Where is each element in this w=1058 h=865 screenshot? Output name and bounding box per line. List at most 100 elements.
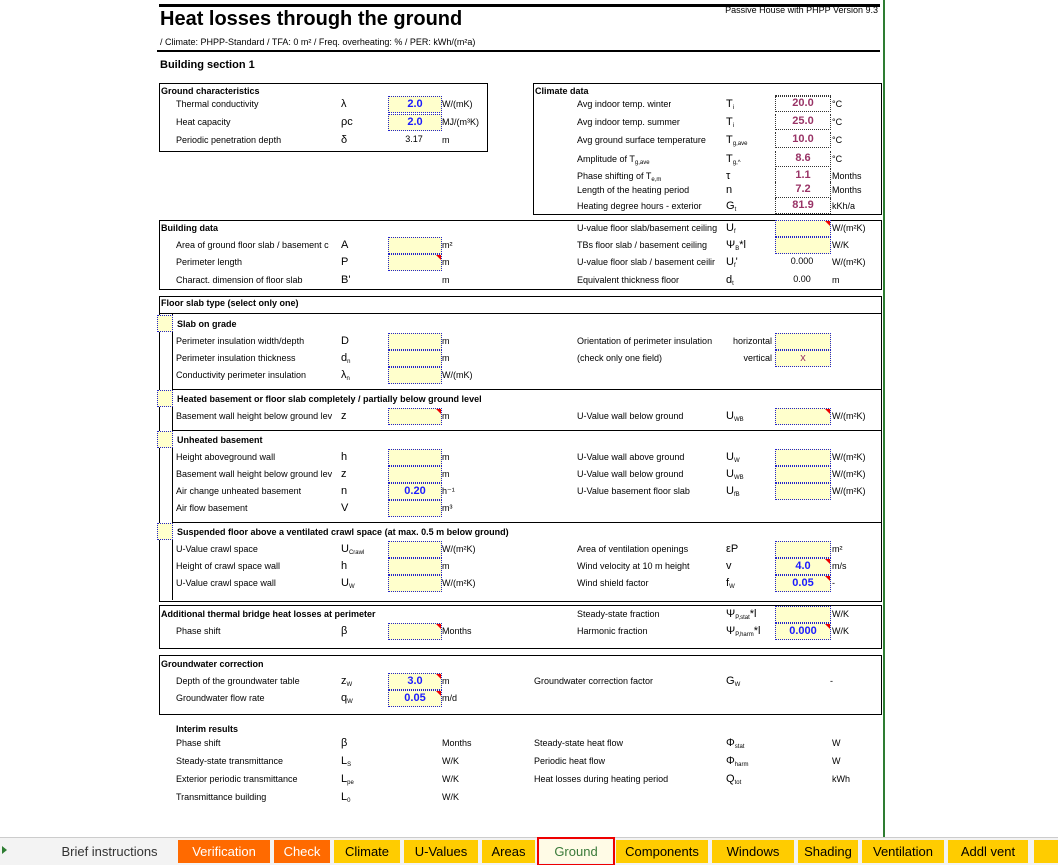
input-cell[interactable]: [388, 575, 442, 592]
input-cell[interactable]: x: [775, 350, 831, 367]
input-cell[interactable]: [775, 449, 831, 466]
symbol: GW: [726, 673, 740, 689]
input-cell[interactable]: [775, 237, 831, 254]
input-cell[interactable]: [388, 367, 442, 384]
input-cell[interactable]: [775, 466, 831, 483]
input-cell[interactable]: 0.05: [388, 690, 442, 707]
sheet-tab-components[interactable]: Components: [616, 840, 708, 863]
unit-label: W/(m²K): [832, 257, 866, 267]
unit-label: W/(m²K): [832, 452, 866, 462]
symbol: Φstat: [726, 735, 744, 751]
symbol-text: Q: [726, 773, 735, 785]
label-text: Groundwater flow rate: [176, 693, 265, 703]
unit-label: W/K: [832, 609, 849, 619]
input-cell[interactable]: 0.20: [388, 483, 442, 500]
input-cell[interactable]: [775, 541, 831, 558]
sheet-tab-addl-vent[interactable]: Addl vent: [948, 840, 1028, 863]
field-label: Phase shift: [176, 735, 221, 751]
unit-label: W/(m²K): [832, 486, 866, 496]
sheet-right-border: [883, 0, 885, 837]
symbol-text: Ψ: [726, 239, 736, 251]
sheet-tab-partial[interactable]: [1034, 840, 1058, 863]
unit-label: °C: [832, 117, 843, 127]
unit-label: W/K: [442, 774, 459, 784]
field-label: U-value floor slab/basement ceiling: [577, 220, 717, 236]
input-cell[interactable]: [388, 558, 442, 575]
label-text: Heat losses during heating period: [534, 774, 669, 784]
symbol: B': [341, 272, 350, 288]
field-label: Phase shift: [176, 623, 221, 639]
scroll-tabs-arrow-icon[interactable]: [2, 846, 7, 854]
unit-label: m: [442, 469, 450, 479]
symbol: v: [726, 558, 732, 574]
input-cell[interactable]: [388, 466, 442, 483]
label-text: U-value floor slab/basement ceiling: [577, 223, 718, 233]
symbol: εP: [726, 541, 738, 557]
sheet-tab-shading[interactable]: Shading: [798, 840, 858, 863]
value-cell: 3.17: [405, 134, 423, 144]
input-cell[interactable]: 2.0: [388, 114, 442, 131]
field-label: Periodic heat flow: [534, 753, 605, 769]
heated-basement-title: Heated basement or floor slab completely…: [177, 394, 482, 404]
field-label: Periodic penetration depth: [176, 132, 281, 148]
symbol-subscript: Crawl: [348, 550, 365, 556]
unit-label: m: [442, 411, 450, 421]
symbol-subscript: pe: [347, 780, 354, 786]
label-text: Phase shifting of T: [577, 171, 652, 181]
sheet-tab-brief-instructions[interactable]: Brief instructions: [47, 840, 172, 863]
input-cell[interactable]: [775, 408, 831, 425]
symbol-text: L: [341, 755, 348, 767]
value-cell: 81.9: [775, 198, 831, 214]
sheet-tab-check[interactable]: Check: [274, 840, 330, 863]
input-cell[interactable]: [388, 449, 442, 466]
input-cell[interactable]: 0.000: [775, 623, 831, 640]
input-cell[interactable]: 0.05: [775, 575, 831, 592]
input-cell[interactable]: [775, 220, 831, 237]
label-text: Perimeter insulation width/depth: [176, 336, 305, 346]
label-text: Area of ground floor slab / basement c: [176, 240, 329, 250]
input-cell[interactable]: 4.0: [775, 558, 831, 575]
symbol-suffix: *l: [753, 625, 761, 637]
page-title: Heat losses through the ground: [160, 8, 463, 30]
input-cell[interactable]: [388, 350, 442, 367]
section-select-checkbox[interactable]: [157, 390, 173, 407]
symbol-subscript: W: [346, 682, 353, 688]
sheet-tab-areas[interactable]: Areas: [482, 840, 535, 863]
input-cell[interactable]: [775, 333, 831, 350]
symbol-text: Φ: [726, 737, 735, 749]
sheet-tab-ground[interactable]: Ground: [537, 837, 615, 865]
input-cell[interactable]: [775, 483, 831, 500]
label-subscript: g,ave: [634, 160, 650, 166]
label-text: U-Value basement floor slab: [577, 486, 690, 496]
sheet-tab-u-values[interactable]: U-Values: [404, 840, 478, 863]
symbol-text: U: [726, 451, 734, 463]
sheet-tab-climate[interactable]: Climate: [334, 840, 400, 863]
input-cell[interactable]: [388, 408, 442, 425]
sheet-tab-ventilation[interactable]: Ventilation: [862, 840, 944, 863]
input-cell[interactable]: [388, 541, 442, 558]
input-cell[interactable]: [388, 333, 442, 350]
section-select-checkbox[interactable]: [157, 523, 173, 540]
section-select-checkbox[interactable]: [157, 315, 173, 332]
symbol: ΨP,harm*l: [726, 623, 761, 639]
input-cell[interactable]: 3.0: [388, 673, 442, 690]
field-label: Perimeter length: [176, 254, 242, 270]
value-cell: [388, 272, 440, 287]
symbol: Lpe: [341, 771, 354, 787]
input-cell[interactable]: [388, 237, 442, 254]
symbol-subscript: f: [733, 263, 736, 269]
floor-slab-type-panel: [159, 296, 882, 602]
input-cell[interactable]: [388, 500, 442, 517]
input-cell[interactable]: [388, 254, 442, 271]
divider: [172, 313, 173, 600]
sheet-tab-windows[interactable]: Windows: [712, 840, 794, 863]
section-select-checkbox[interactable]: [157, 431, 173, 448]
symbol-text: Ψ: [726, 608, 736, 620]
unit-label: °C: [832, 135, 843, 145]
input-cell[interactable]: [775, 606, 831, 623]
sheet-tab-verification[interactable]: Verification: [178, 840, 270, 863]
input-cell[interactable]: 2.0: [388, 96, 442, 113]
label-text: Heating degree hours - exterior: [577, 201, 702, 211]
unit-label: m/d: [442, 693, 458, 703]
input-cell[interactable]: [388, 623, 442, 640]
